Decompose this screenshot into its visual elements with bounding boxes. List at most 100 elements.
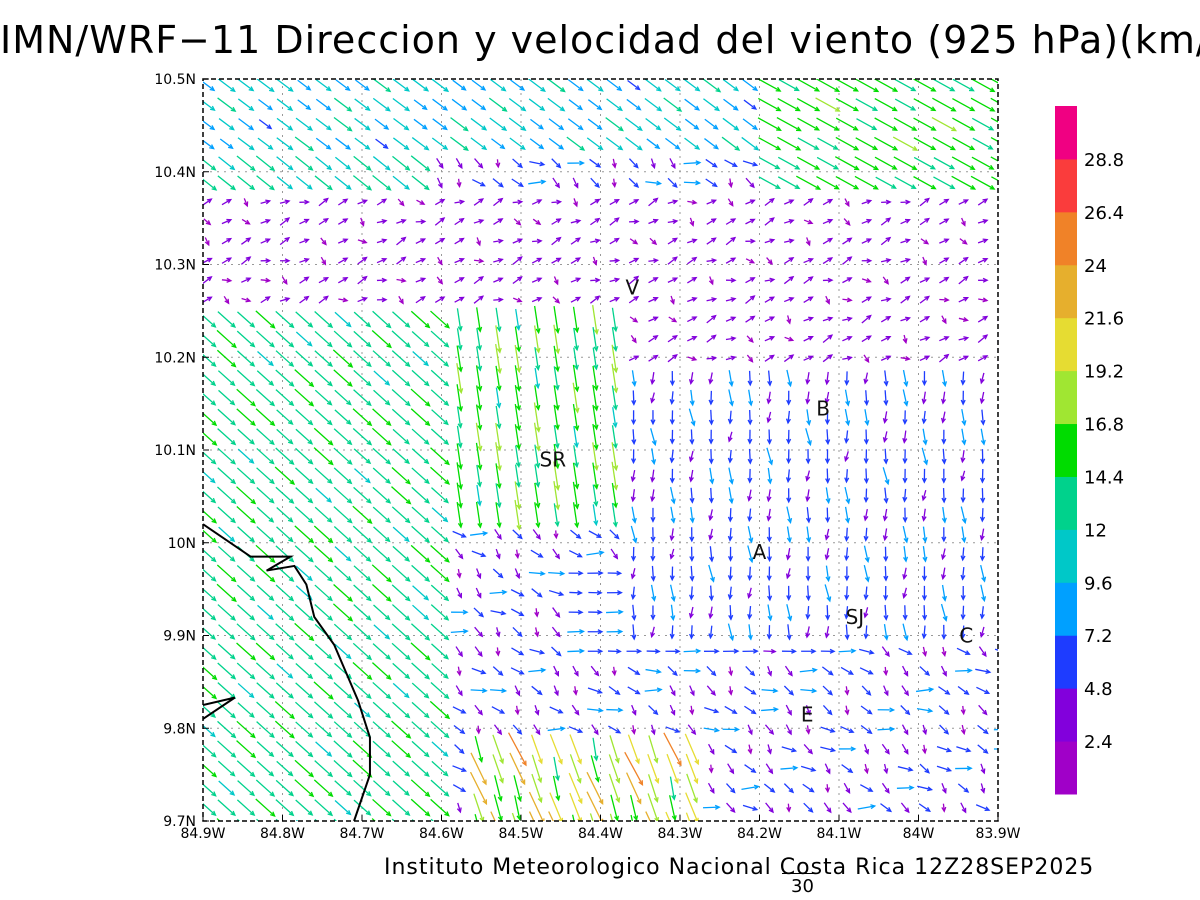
wind-vector — [372, 467, 391, 485]
wind-vector — [857, 804, 877, 810]
wind-vector — [534, 482, 541, 509]
wind-vector — [844, 686, 850, 696]
wind-vector — [882, 508, 888, 522]
wind-vector — [335, 137, 352, 150]
wind-vector — [703, 825, 719, 829]
wind-vector — [609, 297, 621, 303]
wind-vector — [514, 464, 521, 488]
coastline-segment — [203, 523, 371, 821]
wind-vector — [411, 721, 430, 739]
wind-vector — [203, 627, 217, 640]
wind-vector — [587, 629, 604, 635]
wind-vector — [608, 685, 621, 696]
wind-vector — [796, 97, 821, 112]
wind-vector — [999, 666, 1005, 675]
wind-vector — [766, 429, 772, 445]
wind-vector — [568, 609, 584, 615]
wind-vector — [551, 199, 563, 205]
wind-vector — [900, 276, 911, 284]
wind-vector — [708, 487, 714, 504]
wind-vector — [392, 448, 410, 465]
wind-vector — [803, 355, 814, 361]
wind-vector — [825, 487, 831, 505]
wind-vector — [893, 117, 918, 131]
wind-vector — [727, 586, 733, 601]
wind-vector — [514, 344, 522, 374]
wind-vector — [722, 79, 740, 92]
wind-vector — [315, 721, 333, 738]
wind-vector — [573, 445, 579, 469]
wind-vector — [392, 137, 410, 151]
wind-vector — [764, 336, 776, 342]
wind-vector — [508, 117, 527, 131]
wind-vector — [391, 486, 412, 505]
wind-vector — [586, 550, 605, 556]
wind-vector — [567, 629, 585, 635]
wind-vector — [901, 685, 910, 697]
wind-vector — [294, 136, 314, 152]
wind-vector — [357, 256, 368, 265]
wind-vector — [275, 799, 295, 817]
wind-vector — [533, 305, 541, 335]
wind-vector — [217, 175, 237, 191]
wind-vector — [941, 584, 947, 602]
wind-vector — [572, 177, 579, 189]
wind-vector — [203, 471, 216, 484]
wind-vector — [510, 667, 525, 675]
wind-vector — [352, 525, 373, 544]
wind-vector — [628, 158, 639, 169]
wind-vector — [280, 258, 291, 264]
wind-vector — [510, 79, 526, 91]
wind-vector — [822, 334, 834, 343]
wind-vector — [551, 646, 562, 657]
wind-vector — [960, 217, 966, 227]
wind-vector — [919, 355, 931, 362]
wind-vector — [490, 811, 496, 821]
wind-vector — [648, 218, 659, 225]
wind-vector — [315, 741, 333, 757]
wind-vector — [492, 734, 504, 765]
wind-vector — [997, 243, 998, 246]
wind-vector — [980, 488, 986, 504]
wind-vector — [978, 297, 989, 303]
wind-vector — [936, 746, 953, 753]
wind-vector — [295, 155, 314, 171]
wind-vector — [919, 295, 931, 304]
wind-vector — [411, 506, 430, 524]
wind-vector — [217, 545, 236, 562]
wind-vector — [275, 603, 295, 622]
wind-vector — [276, 760, 294, 777]
wind-vector — [572, 382, 580, 414]
wind-vector — [217, 760, 236, 777]
wind-vector — [391, 467, 411, 485]
wind-vector — [452, 784, 467, 792]
wind-vector — [411, 369, 430, 387]
wind-vector — [687, 276, 698, 284]
place-label: A — [753, 540, 767, 564]
wind-vector — [687, 238, 698, 244]
wind-vector — [764, 296, 776, 303]
wind-vector — [240, 256, 252, 265]
wind-vector — [993, 748, 998, 750]
wind-vector — [882, 467, 890, 486]
wind-vector — [333, 486, 353, 504]
wind-vector — [534, 627, 540, 638]
wind-vector — [795, 175, 822, 190]
wind-vector — [842, 297, 853, 303]
wind-vector — [626, 98, 642, 111]
wind-vector — [842, 355, 853, 361]
wind-vector — [396, 236, 407, 246]
wind-vector — [295, 701, 314, 719]
wind-vector — [902, 369, 909, 388]
wind-vector — [352, 740, 373, 759]
wind-vector — [844, 527, 850, 542]
wind-vector — [825, 468, 831, 485]
wind-vector — [844, 566, 850, 582]
wind-vector — [805, 449, 811, 465]
wind-vector — [337, 277, 349, 284]
wind-vector — [941, 803, 947, 813]
wind-vector — [217, 720, 237, 739]
wind-vector — [237, 526, 256, 543]
wind-vector — [728, 487, 734, 505]
wind-vector — [279, 297, 291, 302]
